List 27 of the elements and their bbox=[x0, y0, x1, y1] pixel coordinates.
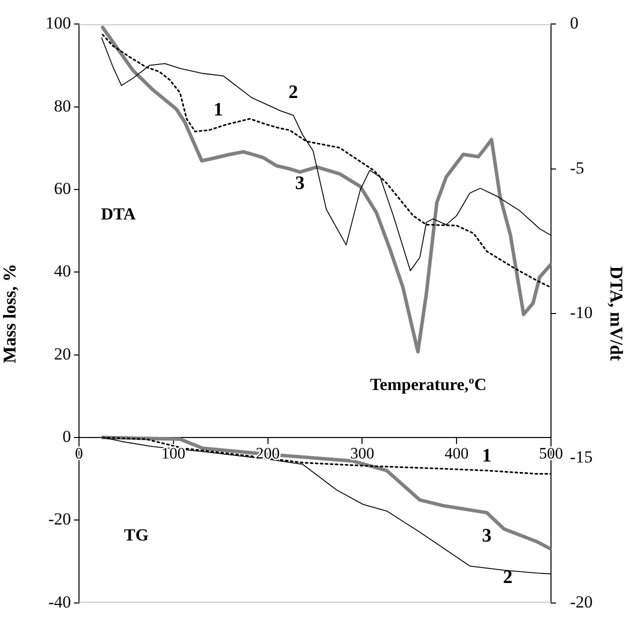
x-tick-label: 300 bbox=[350, 446, 374, 463]
y2-tick-label: -10 bbox=[570, 302, 593, 322]
y2-tick-label: -5 bbox=[570, 158, 584, 178]
y2-tick-label: -15 bbox=[570, 448, 593, 467]
series-label: 1 bbox=[214, 99, 224, 120]
y-tick-label: 100 bbox=[46, 14, 71, 33]
y-tick-label: 20 bbox=[54, 344, 71, 364]
x-axis-title: Temperature,ºC bbox=[370, 374, 487, 394]
x-tick-label: 100 bbox=[161, 446, 186, 463]
series-label: 3 bbox=[482, 526, 492, 547]
y-tick-label: -40 bbox=[48, 592, 71, 612]
y-tick-label: -20 bbox=[48, 510, 71, 529]
y-tick-label: 40 bbox=[54, 262, 71, 281]
series-label: 2 bbox=[503, 567, 513, 588]
y-axis-title: Mass loss, % bbox=[0, 264, 20, 364]
series-label: 3 bbox=[295, 172, 305, 194]
x-tick-label: 400 bbox=[444, 446, 469, 463]
annotation: TG bbox=[124, 526, 149, 545]
series-label: 1 bbox=[482, 445, 492, 466]
y-tick-label: 80 bbox=[54, 96, 71, 116]
y2-axis-title: DTA, mV/dt bbox=[606, 266, 626, 361]
y-tick-label: 60 bbox=[54, 178, 71, 198]
y2-tick-label: -20 bbox=[570, 592, 593, 612]
annotation: DTA bbox=[101, 204, 136, 224]
y-tick-label: 0 bbox=[62, 426, 71, 446]
y2-tick-label: 0 bbox=[570, 14, 578, 33]
series-label: 2 bbox=[288, 82, 298, 104]
